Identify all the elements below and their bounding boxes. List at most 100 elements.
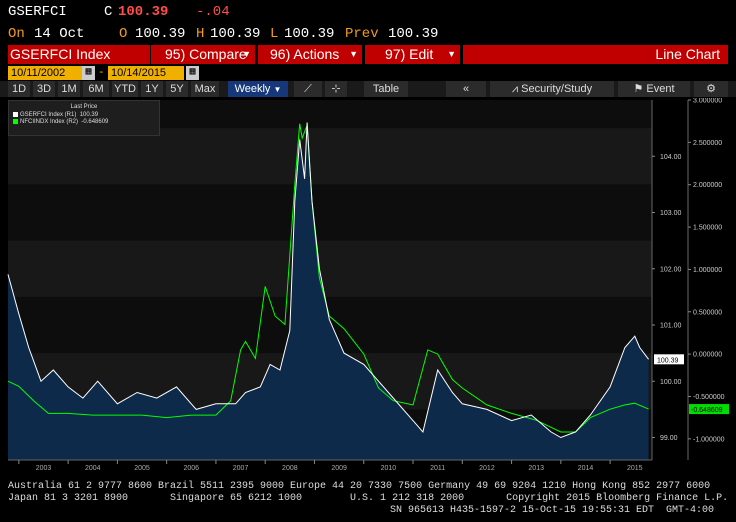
end-date-field[interactable]: 10/14/2015	[108, 66, 184, 80]
y2-tick-label: 1.500000	[693, 225, 722, 232]
x-tick-label: 2010	[381, 465, 397, 472]
y2-tick-label: 0.500000	[693, 309, 722, 316]
footer-line2: Japan 81 3 3201 8900 Singapore 65 6212 1…	[8, 493, 729, 504]
period-button-6m[interactable]: 6M	[83, 81, 109, 97]
high-value: 100.39	[210, 26, 261, 42]
y1-tick-label: 102.00	[660, 266, 682, 273]
legend-swatch	[13, 112, 18, 117]
change-value: -.04	[196, 4, 230, 20]
y2-tick-label: 2.500000	[693, 140, 722, 147]
prev-value: 100.39	[388, 26, 439, 42]
chevron-down-icon: ▼	[242, 49, 251, 59]
table-label: Table	[372, 83, 400, 95]
x-tick-label: 2003	[36, 465, 52, 472]
security-title-text: GSERFCI Index	[10, 46, 111, 62]
compare-label: 95) Compare	[165, 46, 247, 62]
x-tick-label: 2013	[528, 465, 544, 472]
calendar-icon[interactable]: ▦	[82, 66, 95, 80]
period-button-1d[interactable]: 1D	[8, 81, 30, 97]
quote-details: On 14 Oct O 100.39 H 100.39 L 100.39 Pre…	[0, 24, 736, 44]
legend-series1-last: 100.39	[79, 112, 99, 119]
table-button[interactable]: Table	[364, 81, 408, 97]
high-label: H	[196, 26, 205, 42]
legend-series2-name: NFCIINDX Index (R2)	[20, 119, 79, 126]
y1-tick-label: 100.00	[660, 379, 682, 386]
y2-tick-label: 2.000000	[693, 182, 722, 189]
low-label: L	[270, 26, 279, 42]
series1-line	[7, 122, 649, 439]
security-study-button[interactable]: ⩘ Security/Study	[490, 81, 614, 97]
legend-series1-name: GSERFCI Index (R1)	[20, 112, 77, 119]
x-tick-label: 2007	[233, 465, 249, 472]
chart-legend: Last Price GSERFCI Index (R1) 100.39 NFC…	[8, 100, 160, 136]
footer-line1: Australia 61 2 9777 8600 Brazil 5511 239…	[8, 481, 711, 492]
legend-swatch	[13, 119, 18, 125]
plot-band	[8, 240, 652, 297]
x-tick-label: 2008	[282, 465, 298, 472]
period-button-ytd[interactable]: YTD	[112, 81, 138, 97]
ticker: GSERFCI	[8, 4, 67, 20]
y2-tick-label: 3.000000	[693, 98, 722, 105]
period-button-max[interactable]: Max	[191, 81, 219, 97]
y2-tick-label: -1.000000	[693, 436, 725, 443]
view-type-label: Line Chart	[655, 46, 720, 62]
x-tick-label: 2004	[85, 465, 101, 472]
compare-button[interactable]: 95) Compare ▼	[151, 45, 255, 64]
legend-item: NFCIINDX Index (R2) -0.648609	[13, 119, 159, 125]
y2-tick-label: 0.000000	[693, 352, 722, 359]
security-study-label: Security/Study	[521, 83, 593, 95]
period-button-3d[interactable]: 3D	[33, 81, 55, 97]
x-tick-label: 2015	[627, 465, 643, 472]
period-button-1y[interactable]: 1Y	[141, 81, 163, 97]
x-tick-label: 2009	[331, 465, 347, 472]
legend-item: GSERFCI Index (R1) 100.39	[13, 112, 159, 118]
date-label: On	[8, 26, 25, 42]
date-value: 14 Oct	[34, 26, 85, 42]
study-icon: ⩘	[511, 83, 522, 95]
series1-last-label: 100.39	[657, 357, 679, 364]
y1-tick-label: 99.00	[660, 435, 678, 442]
collapse-icon[interactable]: «	[446, 81, 486, 97]
y2-tick-label: -0.500000	[693, 394, 725, 401]
low-value: 100.39	[284, 26, 335, 42]
frequency-label: Weekly	[234, 83, 271, 95]
chart: 2003 2004 2005 2006 2007 2008 2009 2010 2011 2012…	[7, 98, 729, 472]
footer-line3: SN 965613 H435-1597-2 15-Oct-15 19:55:31…	[390, 505, 715, 516]
calendar-icon[interactable]: ▦	[186, 66, 199, 80]
edit-button[interactable]: 97) Edit ▼	[365, 45, 460, 64]
legend-title: Last Price	[70, 104, 98, 110]
flag-icon: ⚑	[633, 83, 647, 95]
divider	[350, 81, 354, 97]
close-value: 100.39	[118, 4, 169, 20]
period-button-5y[interactable]: 5Y	[166, 81, 188, 97]
series1-last-box	[654, 354, 684, 365]
frequency-select[interactable]: Weekly ▼	[228, 81, 288, 97]
security-title[interactable]: GSERFCI Index	[8, 45, 150, 64]
line-tool-icon[interactable]: ⟋	[294, 81, 322, 97]
x-tick-label: 2005	[134, 465, 150, 472]
chevron-down-icon: ▼	[349, 49, 358, 59]
event-label: Event	[646, 83, 675, 95]
x-tick-label: 2011	[430, 465, 445, 472]
crosshair-icon[interactable]: ⊹	[325, 81, 347, 97]
series2-last-box	[689, 404, 729, 415]
chevron-down-icon: ▼	[447, 49, 456, 59]
prev-label: Prev	[345, 26, 379, 42]
view-type[interactable]: Line Chart	[463, 45, 728, 64]
event-button[interactable]: ⚑ Event	[618, 81, 690, 97]
series2-last-label: -0.648609	[691, 407, 723, 414]
actions-button[interactable]: 96) Actions ▼	[258, 45, 362, 64]
legend-series2-last: -0.648609	[81, 119, 109, 126]
period-button-1m[interactable]: 1M	[58, 81, 80, 97]
open-label: O	[119, 26, 128, 42]
x-tick-label: 2014	[578, 465, 594, 472]
gear-icon[interactable]: ⚙	[694, 81, 728, 97]
close-label: C	[104, 4, 113, 20]
actions-label: 96) Actions	[270, 46, 340, 62]
range-separator: -	[98, 67, 105, 79]
start-date-field[interactable]: 10/11/2002	[8, 66, 84, 80]
y1-tick-label: 104.00	[660, 154, 682, 161]
chevron-down-icon: ▼	[273, 85, 282, 94]
x-tick-label: 2012	[479, 465, 495, 472]
series1-area	[8, 122, 649, 460]
